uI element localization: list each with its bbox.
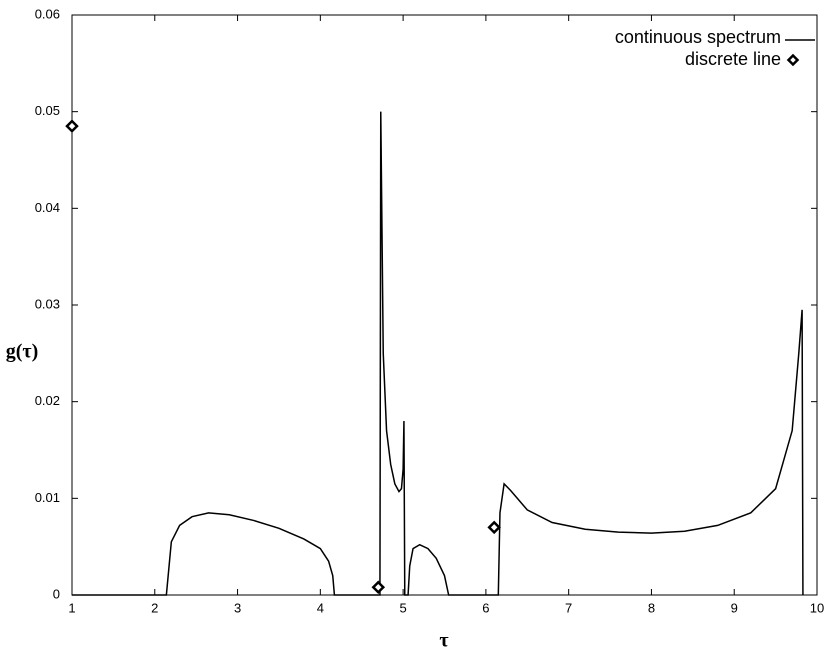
x-tick-label: 3 xyxy=(234,600,241,615)
legend-label: continuous spectrum xyxy=(615,27,781,47)
y-axis-title: g(τ) xyxy=(6,341,39,363)
y-tick-label: 0.02 xyxy=(35,393,60,408)
discrete-point xyxy=(487,520,501,535)
plot-frame xyxy=(71,14,818,596)
x-tick-label: 8 xyxy=(648,600,655,615)
x-tick-label: 1 xyxy=(68,600,75,615)
y-tick-label: 0.06 xyxy=(35,6,60,21)
x-tick-label: 10 xyxy=(810,600,824,615)
y-tick-label: 0.05 xyxy=(35,103,60,118)
x-tick-label: 6 xyxy=(482,600,489,615)
legend-swatch xyxy=(786,53,800,67)
y-tick-label: 0 xyxy=(53,586,60,601)
x-tick-label: 7 xyxy=(565,600,572,615)
discrete-point xyxy=(65,119,79,133)
x-tick-label: 5 xyxy=(399,600,406,615)
x-tick-label: 2 xyxy=(151,600,158,615)
spectrum-line xyxy=(72,111,804,596)
x-tick-label: 4 xyxy=(317,600,324,615)
x-tick-label: 9 xyxy=(731,600,738,615)
y-tick-label: 0.03 xyxy=(35,296,60,311)
legend-label: discrete line xyxy=(685,49,781,69)
y-tick-label: 0.04 xyxy=(35,200,60,215)
x-axis-title: τ xyxy=(439,630,448,652)
discrete-point xyxy=(371,580,386,595)
y-tick-label: 0.01 xyxy=(35,490,60,505)
